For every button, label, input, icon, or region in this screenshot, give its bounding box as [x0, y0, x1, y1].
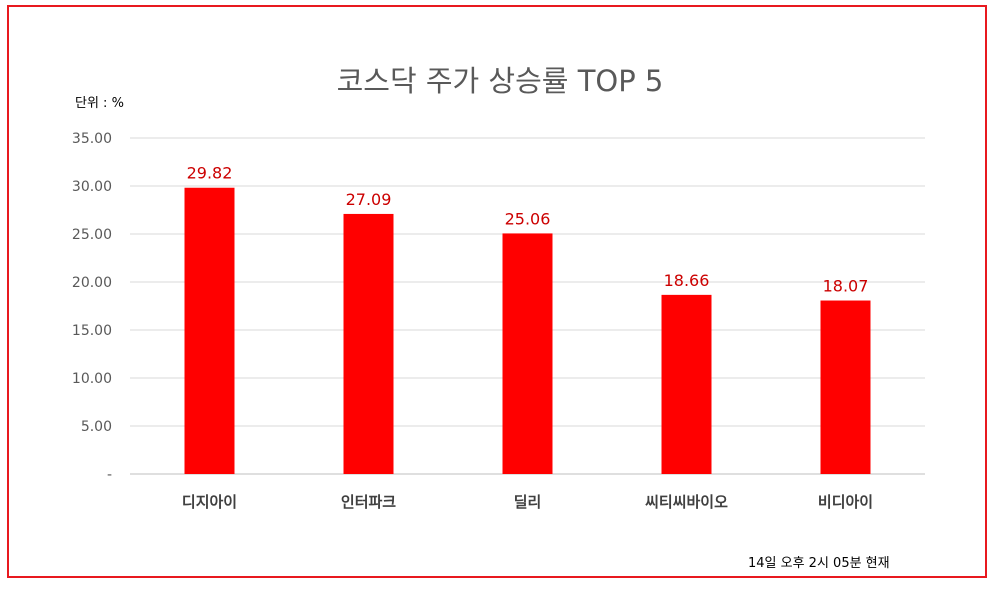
category-label: 딜리 — [514, 493, 542, 511]
data-label: 18.07 — [823, 277, 869, 296]
data-label: 29.82 — [187, 164, 233, 183]
category-label: 비디아이 — [818, 493, 873, 511]
y-tick-label: 5.00 — [81, 419, 112, 435]
unit-label: 단위 : % — [75, 96, 124, 111]
chart-frame — [7, 5, 987, 578]
y-tick-label: 20.00 — [72, 275, 112, 291]
bar — [661, 294, 712, 474]
y-tick-label: 30.00 — [72, 179, 112, 195]
bar — [820, 300, 871, 474]
bar — [502, 233, 553, 474]
bar — [184, 187, 235, 474]
y-tick-label: 35.00 — [72, 131, 112, 147]
bars — [184, 187, 871, 474]
data-label: 27.09 — [346, 190, 392, 209]
chart-title: 코스닥 주가 상승률 TOP 5 — [336, 64, 664, 98]
category-labels: 디지아이 인터파크 딜리 씨티씨바이오 비디아이 — [182, 493, 873, 511]
footnote: 14일 오후 2시 05분 현재 — [748, 556, 890, 571]
y-tick-label: 15.00 — [72, 323, 112, 339]
category-label: 디지아이 — [182, 493, 237, 511]
y-tick-label: 25.00 — [72, 227, 112, 243]
bar — [343, 213, 394, 474]
y-tick-label: 10.00 — [72, 371, 112, 387]
category-label: 씨티씨바이오 — [645, 493, 728, 511]
data-labels: 29.82 27.09 25.06 18.66 18.07 — [187, 164, 869, 296]
y-tick-label: - — [107, 467, 112, 483]
data-label: 25.06 — [505, 209, 551, 228]
data-label: 18.66 — [664, 271, 710, 290]
category-label: 인터파크 — [341, 493, 396, 511]
y-axis-ticks: - 5.00 10.00 15.00 20.00 25.00 30.00 35.00 — [72, 131, 112, 483]
